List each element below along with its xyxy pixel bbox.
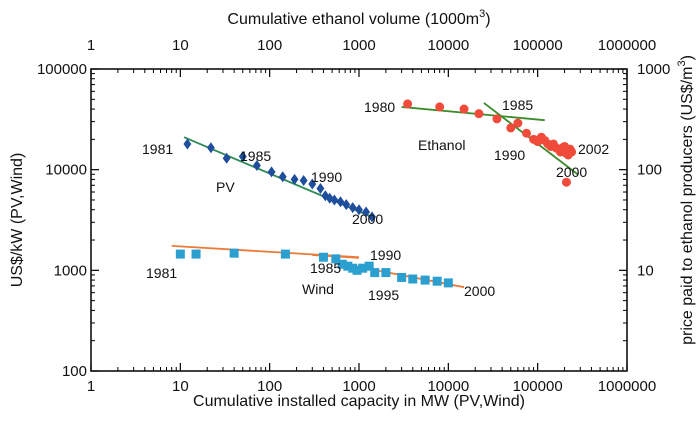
annotation-ethanol-1985: 1985 (502, 97, 533, 113)
wind-data-point (443, 278, 453, 288)
x-bottom-tick-label: 1000000 (598, 378, 656, 395)
wind-data-point (175, 249, 185, 259)
annotation-wind-1981: 1981 (146, 265, 177, 281)
x-top-tick-label: 100 (257, 37, 282, 54)
ethanol-outlier-point (561, 177, 571, 187)
axis-ticks (90, 68, 628, 372)
wind-data-point (370, 268, 380, 278)
wind-data-point (432, 276, 442, 286)
wind-data-point (229, 248, 239, 258)
pv-data-point (368, 211, 377, 223)
wind-data-point (397, 272, 407, 282)
annotation-ethanol-2002: 2002 (578, 141, 609, 157)
y-right-tick-label: 100 (637, 162, 662, 179)
wind-data-point (381, 268, 391, 278)
pv-data-point (316, 183, 325, 195)
wind-data-point (331, 254, 341, 264)
wind-data-point (318, 252, 328, 262)
annotation-wind-2000: 2000 (464, 283, 495, 299)
wind-data-point (420, 275, 430, 285)
pv-data-point (348, 202, 357, 214)
markers (175, 99, 577, 288)
ethanol-data-point (567, 147, 577, 157)
ethanol-data-point (403, 99, 413, 109)
ethanol-data-point (474, 109, 484, 119)
x-top-tick-label: 100000 (513, 37, 563, 54)
wind-data-point (364, 261, 374, 271)
x-top-tick-label: 10000 (427, 37, 469, 54)
y-right-axis-title: price paid to ethanol producers (US$/m3) (676, 55, 696, 345)
y-left-tick-label: 1000 (54, 262, 87, 279)
pv-data-point (308, 178, 317, 190)
pv-data-point (290, 173, 299, 185)
ethanol-data-point (506, 123, 516, 133)
pv-data-point (183, 138, 192, 150)
pv-data-point (222, 152, 231, 164)
ethanol-data-point (459, 104, 469, 114)
wind-data-point (408, 274, 418, 284)
x-top-tick-label: 1000 (342, 37, 375, 54)
annotation-pv-2000: 2000 (352, 211, 383, 227)
pv-data-point (238, 151, 247, 163)
ethanol-data-point (522, 128, 532, 138)
pv-data-point (206, 142, 215, 154)
pv-data-point (362, 206, 371, 218)
y-right-tick-label: 10 (637, 262, 654, 279)
pv-data-point (278, 171, 287, 183)
y-left-tick-label: 100000 (37, 61, 87, 78)
annotation-ethanol-2000: 2000 (556, 164, 587, 180)
x-top-tick-label: 10 (172, 37, 189, 54)
pv-data-point (355, 204, 363, 216)
annotation-ethanol-1980: 1980 (364, 99, 395, 115)
ethanol-data-point (513, 118, 523, 128)
x-bottom-tick-label: 10 (172, 378, 189, 395)
tick-labels: 1 10 100 1000 10000 100000 1000000 1 10 100 1000 10… (37, 37, 670, 395)
wind-data-point (191, 249, 201, 259)
ethanol-data-point (435, 102, 445, 112)
annotation-pv-1990: 1990 (311, 169, 342, 185)
wind-data-point (352, 265, 362, 275)
wind-data-point (343, 261, 353, 271)
annotation-pv-label: PV (216, 179, 235, 195)
y-left-axis-title: US$/kW (PV,Wind) (9, 153, 26, 288)
x-bottom-tick-label: 1 (87, 378, 95, 395)
x-bottom-tick-label: 1000 (342, 378, 375, 395)
wind-data-point (337, 259, 347, 269)
y-left-tick-label: 100 (62, 363, 87, 380)
x-bottom-tick-label: 100000 (513, 378, 563, 395)
pv-data-point (330, 194, 339, 206)
x-top-tick-label: 1000000 (598, 37, 656, 54)
annotation-pv-1985: 1985 (240, 148, 271, 164)
annotation-wind-1985: 1985 (310, 260, 341, 276)
x-top-tick-label: 1 (87, 37, 95, 54)
x-bottom-axis-title: Cumulative installed capacity in MW (PV,… (193, 393, 525, 410)
annotation-wind-1995: 1995 (368, 287, 399, 303)
wind-data-point (358, 263, 368, 273)
x-bottom-tick-label: 10000 (427, 378, 469, 395)
wind-data-point (280, 249, 290, 259)
y-left-tick-label: 10000 (45, 162, 87, 179)
x-top-axis-title: Cumulative ethanol volume (1000m3) (227, 8, 490, 28)
y-right-tick-label: 1000 (637, 61, 670, 78)
annotation-ethanol-1990: 1990 (494, 147, 525, 163)
annotation-pv-1981: 1981 (142, 141, 173, 157)
pv-data-point (299, 175, 308, 187)
ethanol-trendline (401, 106, 545, 122)
annotation-ethanol-label: Ethanol (418, 137, 465, 153)
ethanol-data-point (492, 114, 502, 124)
pv-data-point (267, 166, 276, 178)
pv-data-point (342, 199, 351, 211)
pv-data-point (252, 159, 261, 171)
pv-data-point (321, 190, 330, 202)
annotation-wind-label: Wind (302, 281, 334, 297)
annotation-wind-1990: 1990 (370, 247, 401, 263)
x-bottom-tick-label: 100 (257, 378, 282, 395)
